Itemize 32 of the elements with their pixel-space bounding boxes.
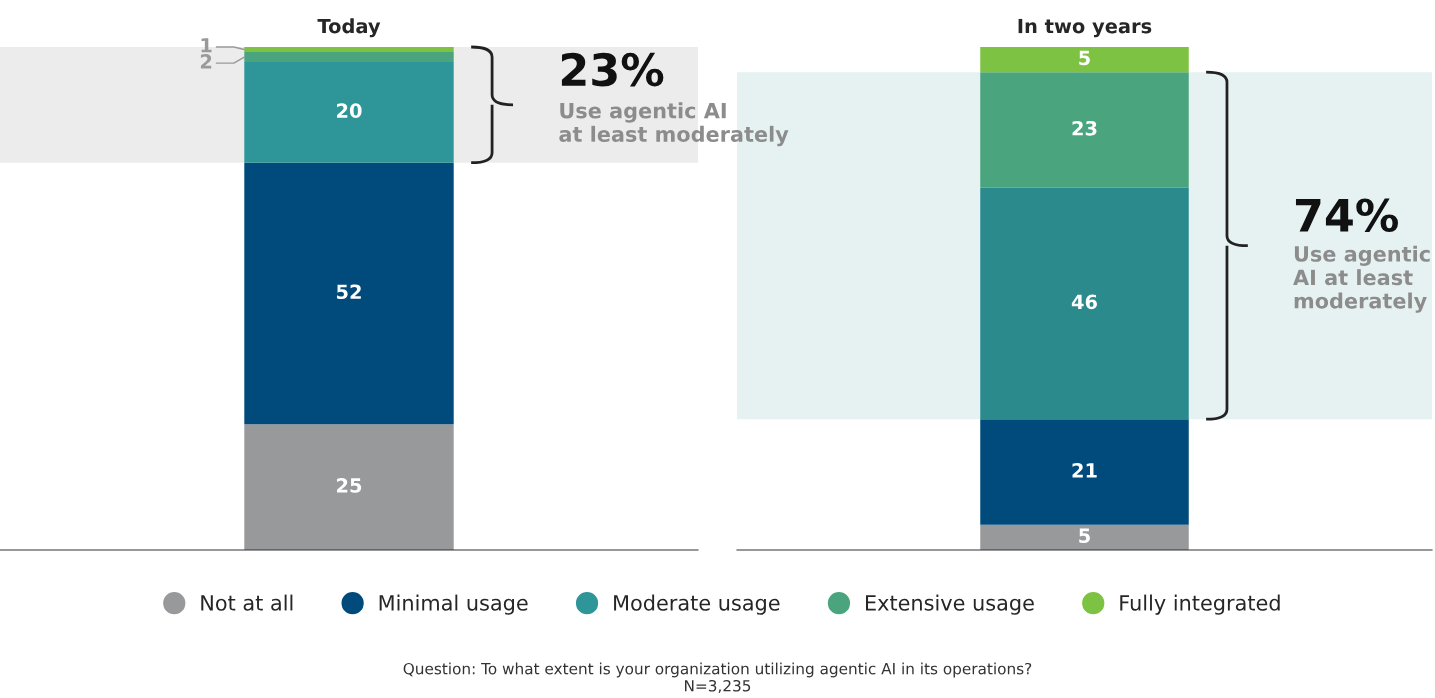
text: 23% (561, 52, 664, 87)
legend-label: Fully integrated (1120, 594, 1280, 615)
data-label: 2 (200, 54, 212, 69)
data-label: 25 (337, 478, 362, 493)
text: 74% (1295, 198, 1398, 233)
legend-label: Not at all (201, 594, 293, 611)
data-label: 52 (336, 284, 361, 300)
bar (244, 424, 454, 550)
data-label: 23 (1072, 120, 1097, 136)
chart-title: Today (317, 18, 381, 38)
bar (244, 47, 454, 53)
data-label: 21 (1072, 462, 1097, 478)
data-label: 5 (1079, 528, 1090, 544)
bar (980, 72, 1189, 188)
bar (244, 162, 454, 425)
bar (980, 47, 1189, 73)
data-label: 5 (1079, 50, 1090, 66)
bar (244, 62, 454, 163)
legend-label: Minimal usage (379, 594, 528, 615)
data-label: 1 (201, 38, 212, 53)
text: Use agentic AI at least moderately (559, 102, 789, 147)
bar (980, 187, 1189, 420)
text: Question: To what extent is your organization utilizing agentic AI in its operations? N=3,235 (403, 662, 1032, 694)
legend-label: Moderate usage (614, 594, 780, 615)
bar (980, 419, 1189, 525)
bar (980, 524, 1189, 550)
bar (244, 52, 454, 63)
data-label: 20 (337, 103, 362, 119)
legend-label: Extensive usage (866, 594, 1034, 615)
chart-title: In two years (1018, 18, 1152, 38)
data-label: 46 (1071, 294, 1097, 310)
text: Use agentic AI at least moderately (1293, 245, 1430, 313)
